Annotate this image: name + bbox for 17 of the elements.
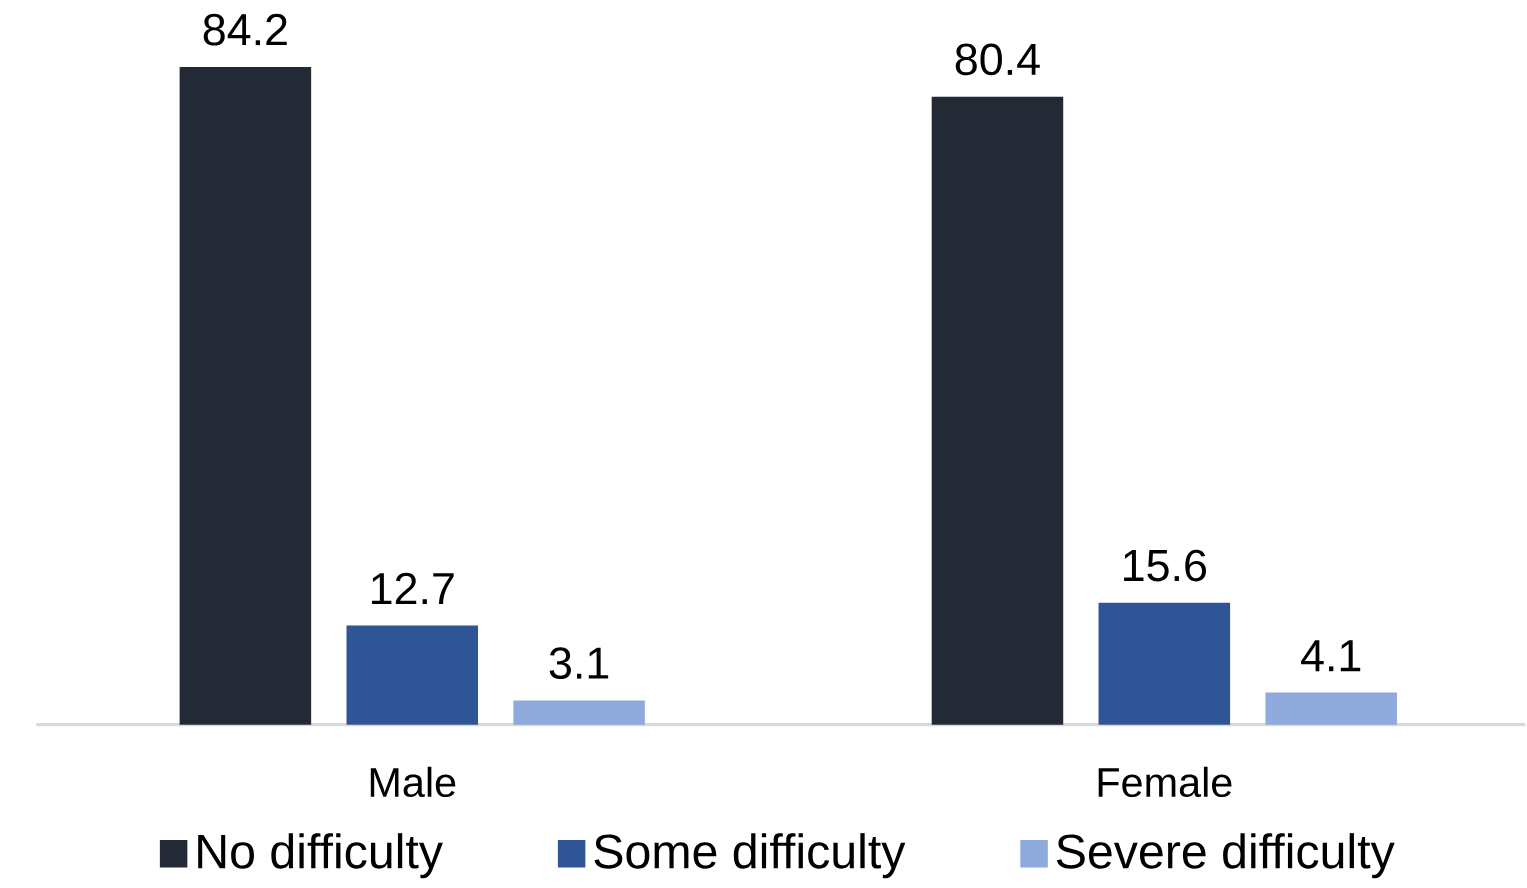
data-label: 80.4 <box>955 43 1040 76</box>
legend-label: Some difficulty <box>594 833 906 879</box>
data-label: 15.6 <box>1124 549 1207 582</box>
data-label: 4.1 <box>1301 640 1361 672</box>
data-label: 84.2 <box>203 13 287 46</box>
data-label: 12.7 <box>372 572 454 604</box>
bar <box>513 700 645 725</box>
bar <box>1098 602 1231 725</box>
bar <box>1265 692 1397 725</box>
bar <box>179 66 312 725</box>
x-tick-label: Male <box>370 766 456 798</box>
legend-label: No difficulty <box>198 833 443 879</box>
data-label: 3.1 <box>549 647 609 679</box>
bar <box>346 625 479 725</box>
bar <box>931 96 1064 725</box>
legend-label: Severe difficulty <box>1056 833 1395 879</box>
x-tick-label: Female <box>1098 766 1232 798</box>
